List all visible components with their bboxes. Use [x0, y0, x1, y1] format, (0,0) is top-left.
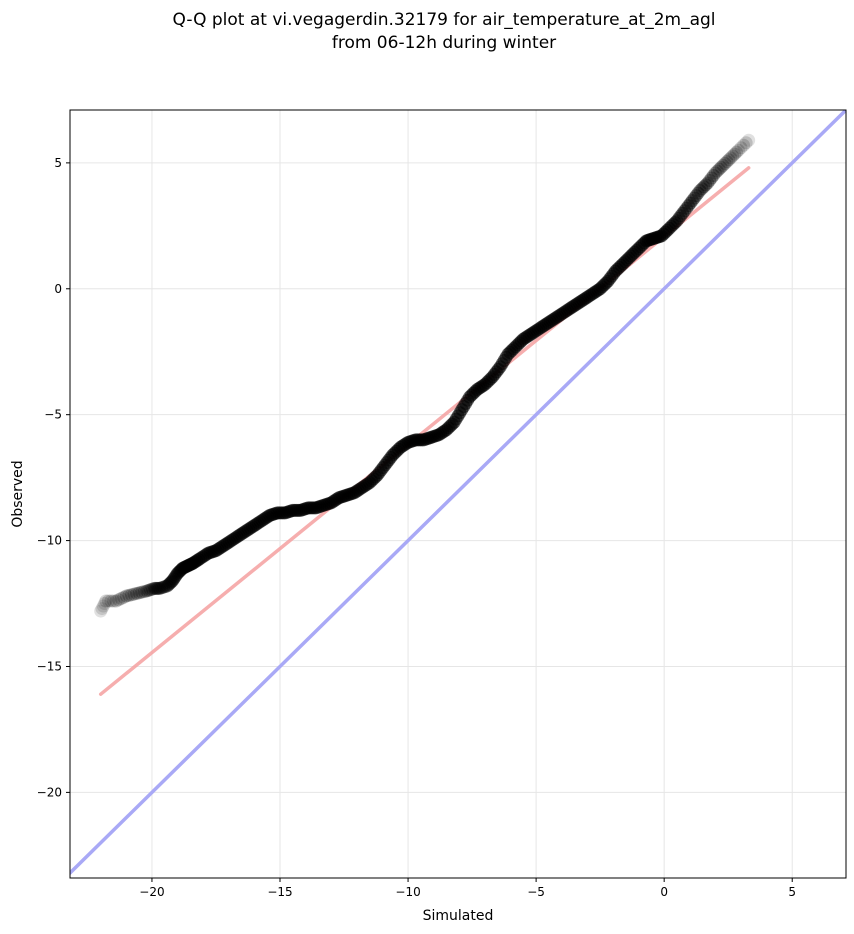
regression-line: [98, 166, 751, 696]
data-point: [670, 214, 684, 228]
data-point: [681, 199, 695, 213]
data-point: [130, 586, 144, 600]
reference-lines: [70, 110, 846, 875]
data-point: [699, 178, 713, 192]
data-point: [94, 604, 108, 618]
data-point: [708, 166, 722, 180]
data-point: [695, 182, 709, 196]
data-point: [148, 581, 162, 595]
y-tick-label: −10: [37, 534, 62, 548]
data-point: [674, 209, 688, 223]
data-point: [162, 578, 176, 592]
y-tick-label: −15: [37, 659, 62, 673]
data-point: [112, 593, 126, 607]
data-point: [96, 599, 110, 613]
data-point: [137, 585, 151, 599]
data-point: [163, 576, 177, 590]
data-point: [160, 579, 174, 593]
plot-frame: [69, 109, 847, 879]
data-point: [101, 594, 115, 608]
y-axis-label: Observed: [10, 460, 26, 527]
data-point: [158, 580, 172, 594]
y-axis-ticks: −20 −15 −10 −5 0 5: [37, 156, 70, 799]
data-point: [714, 160, 728, 174]
data-point: [104, 594, 118, 608]
data-point: [701, 176, 715, 190]
data-point: [720, 155, 734, 169]
data-point: [107, 594, 121, 608]
data-point: [144, 583, 158, 597]
data-point: [99, 594, 113, 608]
data-point: [731, 143, 745, 157]
data-point: [685, 194, 699, 208]
y-tick-label: 5: [54, 156, 62, 170]
data-point: [703, 174, 717, 188]
data-point: [728, 147, 742, 161]
x-tick-label: −20: [139, 885, 164, 899]
data-point: [676, 206, 690, 220]
data-point: [146, 582, 160, 596]
y-tick-label: −20: [37, 785, 62, 799]
data-point: [142, 583, 156, 597]
x-tick-label: −15: [267, 885, 292, 899]
data-point: [697, 180, 711, 194]
data-point: [683, 196, 697, 210]
data-point: [95, 602, 109, 616]
x-tick-label: 0: [660, 885, 668, 899]
data-point: [114, 591, 128, 605]
x-tick-label: −10: [395, 885, 420, 899]
data-point: [734, 141, 748, 155]
data-point: [150, 581, 164, 595]
data-point: [726, 149, 740, 163]
data-point: [155, 581, 169, 595]
grid-lines: [70, 110, 846, 878]
data-point: [668, 216, 682, 230]
data-point: [722, 153, 736, 167]
chart-title-line-1: Q-Q plot at vi.vegagerdin.32179 for air_…: [172, 10, 715, 30]
data-point: [705, 171, 719, 185]
data-point: [149, 581, 163, 595]
data-point: [122, 588, 136, 602]
data-point: [156, 580, 170, 594]
data-point: [689, 189, 703, 203]
data-point: [119, 589, 133, 603]
data-point: [737, 138, 751, 152]
data-point: [678, 204, 692, 218]
data-point: [730, 145, 744, 159]
y-tick-label: 0: [54, 282, 62, 296]
y-tick-label: −5: [44, 408, 62, 422]
data-point: [712, 162, 726, 176]
data-point: [127, 587, 141, 601]
data-point: [124, 588, 138, 602]
data-point: [724, 151, 738, 165]
x-tick-label: 5: [788, 885, 796, 899]
data-point: [132, 586, 146, 600]
data-point: [153, 581, 167, 595]
data-point: [742, 133, 756, 147]
data-points: [94, 133, 756, 618]
data-point: [672, 211, 686, 225]
data-point: [718, 157, 732, 171]
data-point: [691, 186, 705, 200]
data-point: [109, 594, 123, 608]
data-point: [151, 581, 165, 595]
data-point: [680, 201, 694, 215]
x-axis-label: Simulated: [423, 908, 494, 924]
data-point: [98, 597, 112, 611]
x-axis-ticks: −20 −15 −10 −5 0 5: [139, 878, 796, 899]
data-point: [117, 590, 131, 604]
data-point: [739, 136, 753, 150]
chart-title-line-2: from 06-12h during winter: [332, 33, 556, 53]
data-point: [140, 584, 154, 598]
data-point: [710, 164, 724, 178]
x-tick-label: −5: [527, 885, 545, 899]
data-point: [693, 184, 707, 198]
data-point: [716, 158, 730, 172]
data-point: [687, 191, 701, 205]
data-point: [135, 585, 149, 599]
identity-line: [70, 110, 846, 875]
data-point: [706, 168, 720, 182]
